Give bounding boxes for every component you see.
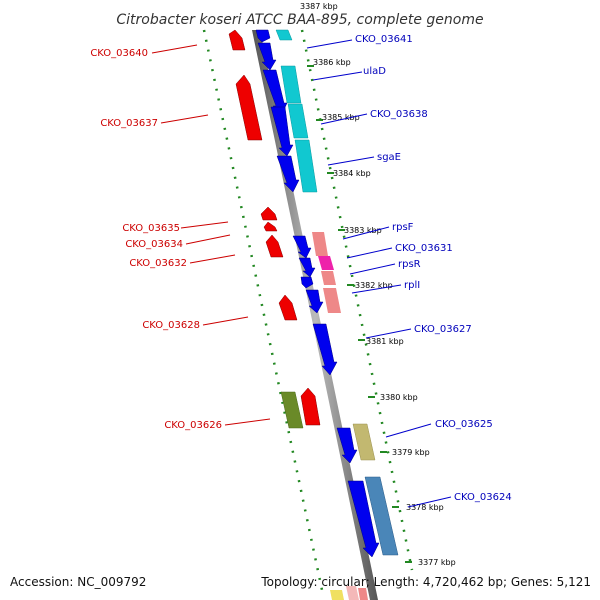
gene-label-cko-03625: CKO_03625 <box>435 419 493 430</box>
gene-label-cko-03624: CKO_03624 <box>454 492 512 503</box>
kbp-label: 3378 kbp <box>406 503 444 512</box>
gene-label-rpli: rplI <box>404 280 420 291</box>
bottom-feature <box>330 590 344 600</box>
gene-label-cko-03635: CKO_03635 <box>122 223 180 234</box>
reverse-gene-arrow <box>265 234 284 258</box>
kbp-label: 3384 kbp <box>333 169 371 178</box>
reverse-gene-arrow <box>228 29 246 51</box>
gene-label-cko-03627: CKO_03627 <box>414 324 472 335</box>
reverse-gene-arrow <box>263 221 278 232</box>
bottom-feature <box>346 586 359 600</box>
feature-block <box>312 232 328 256</box>
reverse-gene-arrow <box>235 74 263 141</box>
reverse-gene-arrow <box>260 206 278 221</box>
steel-feature <box>364 476 399 556</box>
gene-label-cko-03626: CKO_03626 <box>164 420 222 431</box>
inner-tick-track <box>202 29 324 591</box>
kbp-label: 3382 kbp <box>355 281 393 290</box>
gene-label-cko-03641: CKO_03641 <box>355 34 413 45</box>
gene-label-rpsr: rpsR <box>398 259 421 270</box>
gene-label-sgae: sgaE <box>377 152 401 163</box>
forward-gene-arrow <box>312 323 338 376</box>
green-feature <box>280 391 304 429</box>
feature-block <box>323 288 341 313</box>
feature-block <box>275 29 293 41</box>
gene-label-cko-03632: CKO_03632 <box>129 258 187 269</box>
gene-label-cko-03634: CKO_03634 <box>125 239 183 250</box>
feature-block <box>321 271 336 285</box>
forward-leader-lines <box>306 39 452 508</box>
salmon-features <box>312 232 341 313</box>
feature-block <box>318 256 334 270</box>
cyan-features <box>275 29 318 193</box>
kbp-label: 3380 kbp <box>380 393 418 402</box>
reverse-gene-arrow <box>278 294 298 321</box>
forward-gene-arrow <box>255 29 271 43</box>
feature-block <box>287 103 309 139</box>
kbp-label: 3385 kbp <box>322 113 360 122</box>
feature-block <box>280 65 302 104</box>
forward-gene-arrow <box>300 276 314 289</box>
forward-gene-arrow <box>257 42 277 71</box>
kbp-tick-marks <box>307 65 412 563</box>
reverse-gene-arrow <box>300 387 321 426</box>
gene-label-cko-03631: CKO_03631 <box>395 243 453 254</box>
gene-label-rpsf: rpsF <box>392 222 414 233</box>
gene-label-cko-03637: CKO_03637 <box>100 118 158 129</box>
feature-block <box>294 139 318 193</box>
forward-gene-arrow <box>270 106 294 157</box>
gene-label-cko-03638: CKO_03638 <box>370 109 428 120</box>
kbp-label: 3386 kbp <box>313 58 351 67</box>
kbp-label: 3387 kbp <box>300 2 338 11</box>
genome-title: Citrobacter koseri ATCC BAA-895, complet… <box>116 12 483 28</box>
forward-gene-arrow <box>336 427 358 464</box>
kbp-label: 3383 kbp <box>344 226 382 235</box>
forward-gene-arrow <box>347 480 380 558</box>
forward-gene-arrow <box>298 257 316 278</box>
topology-text: Topology: circular; Length: 4,720,462 bp… <box>260 575 591 589</box>
gene-label-cko-03628: CKO_03628 <box>142 320 200 331</box>
kbp-label: 3381 kbp <box>366 337 404 346</box>
reverse-genes <box>228 29 321 426</box>
accession-text: Accession: NC_009792 <box>10 575 146 589</box>
forward-gene-labels: CKO_03641 ulaD CKO_03638 sgaE rpsF CKO_0… <box>355 34 512 503</box>
forward-gene-arrow <box>292 235 312 259</box>
kbp-label: 3379 kbp <box>392 448 430 457</box>
reverse-gene-labels: CKO_03640 CKO_03637 CKO_03635 CKO_03634 … <box>90 48 222 431</box>
gene-label-cko-03640: CKO_03640 <box>90 48 148 59</box>
forward-gene-arrow <box>276 155 300 193</box>
gene-label-ulad: ulaD <box>363 66 386 77</box>
forward-gene-arrow <box>305 289 324 314</box>
kbp-label: 3377 kbp <box>418 558 456 567</box>
kbp-labels: 3387 kbp 3386 kbp 3385 kbp 3384 kbp 3383… <box>300 2 456 567</box>
bottom-feature <box>358 588 368 600</box>
olive-feature <box>352 423 376 461</box>
reverse-leader-lines <box>151 44 271 426</box>
forward-genes <box>255 29 380 558</box>
